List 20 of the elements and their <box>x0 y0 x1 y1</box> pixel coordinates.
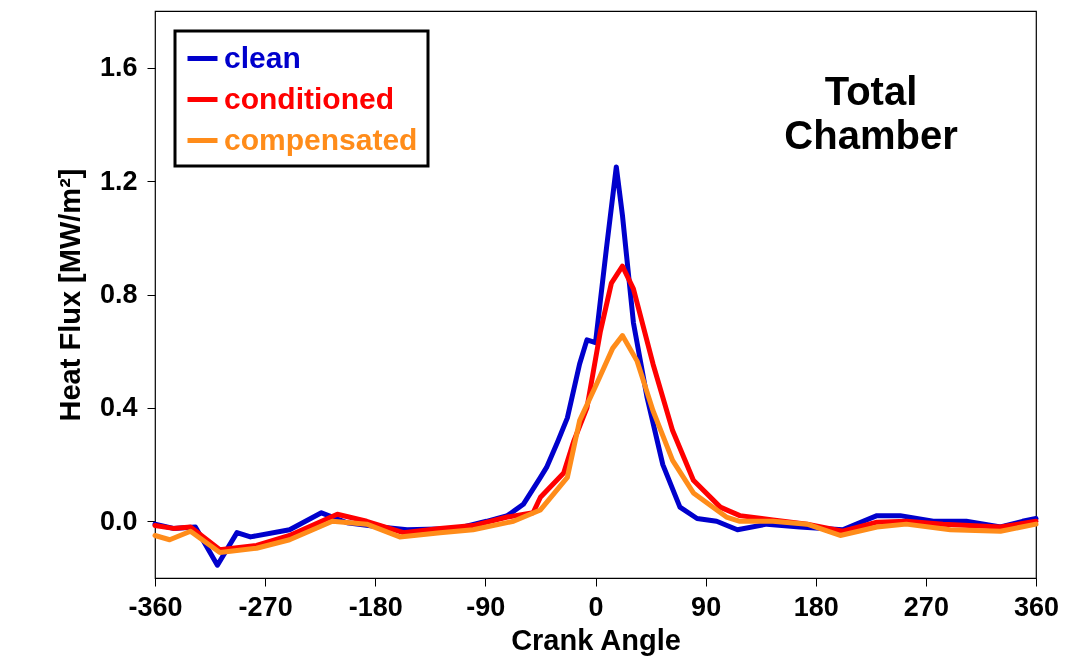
x-tick-label: -180 <box>348 591 403 622</box>
x-tick-label: -360 <box>128 591 183 622</box>
x-tick-label: -90 <box>466 591 506 622</box>
legend-label: clean <box>224 40 301 74</box>
x-tick-label: 180 <box>793 591 839 622</box>
x-tick-label: 90 <box>691 591 722 622</box>
x-tick-label: -270 <box>238 591 293 622</box>
legend-label: compensated <box>224 122 418 156</box>
y-tick-label: 0.8 <box>99 279 138 309</box>
y-axis-title: Heat Flux [MW/m²] <box>53 168 86 422</box>
y-tick-label: 1.2 <box>99 165 138 196</box>
text: Total Chamber <box>784 69 958 157</box>
x-tick-label: 0 <box>588 591 604 622</box>
y-tick-label: 1.6 <box>99 52 138 83</box>
x-tick-label: 360 <box>1013 591 1060 622</box>
y-tick-label: 0.0 <box>99 505 138 536</box>
x-axis-title: Crank Angle <box>511 623 681 656</box>
legend-label: conditioned <box>224 81 394 115</box>
x-tick-label: 270 <box>903 591 949 622</box>
y-tick-label: 0.4 <box>99 392 138 423</box>
